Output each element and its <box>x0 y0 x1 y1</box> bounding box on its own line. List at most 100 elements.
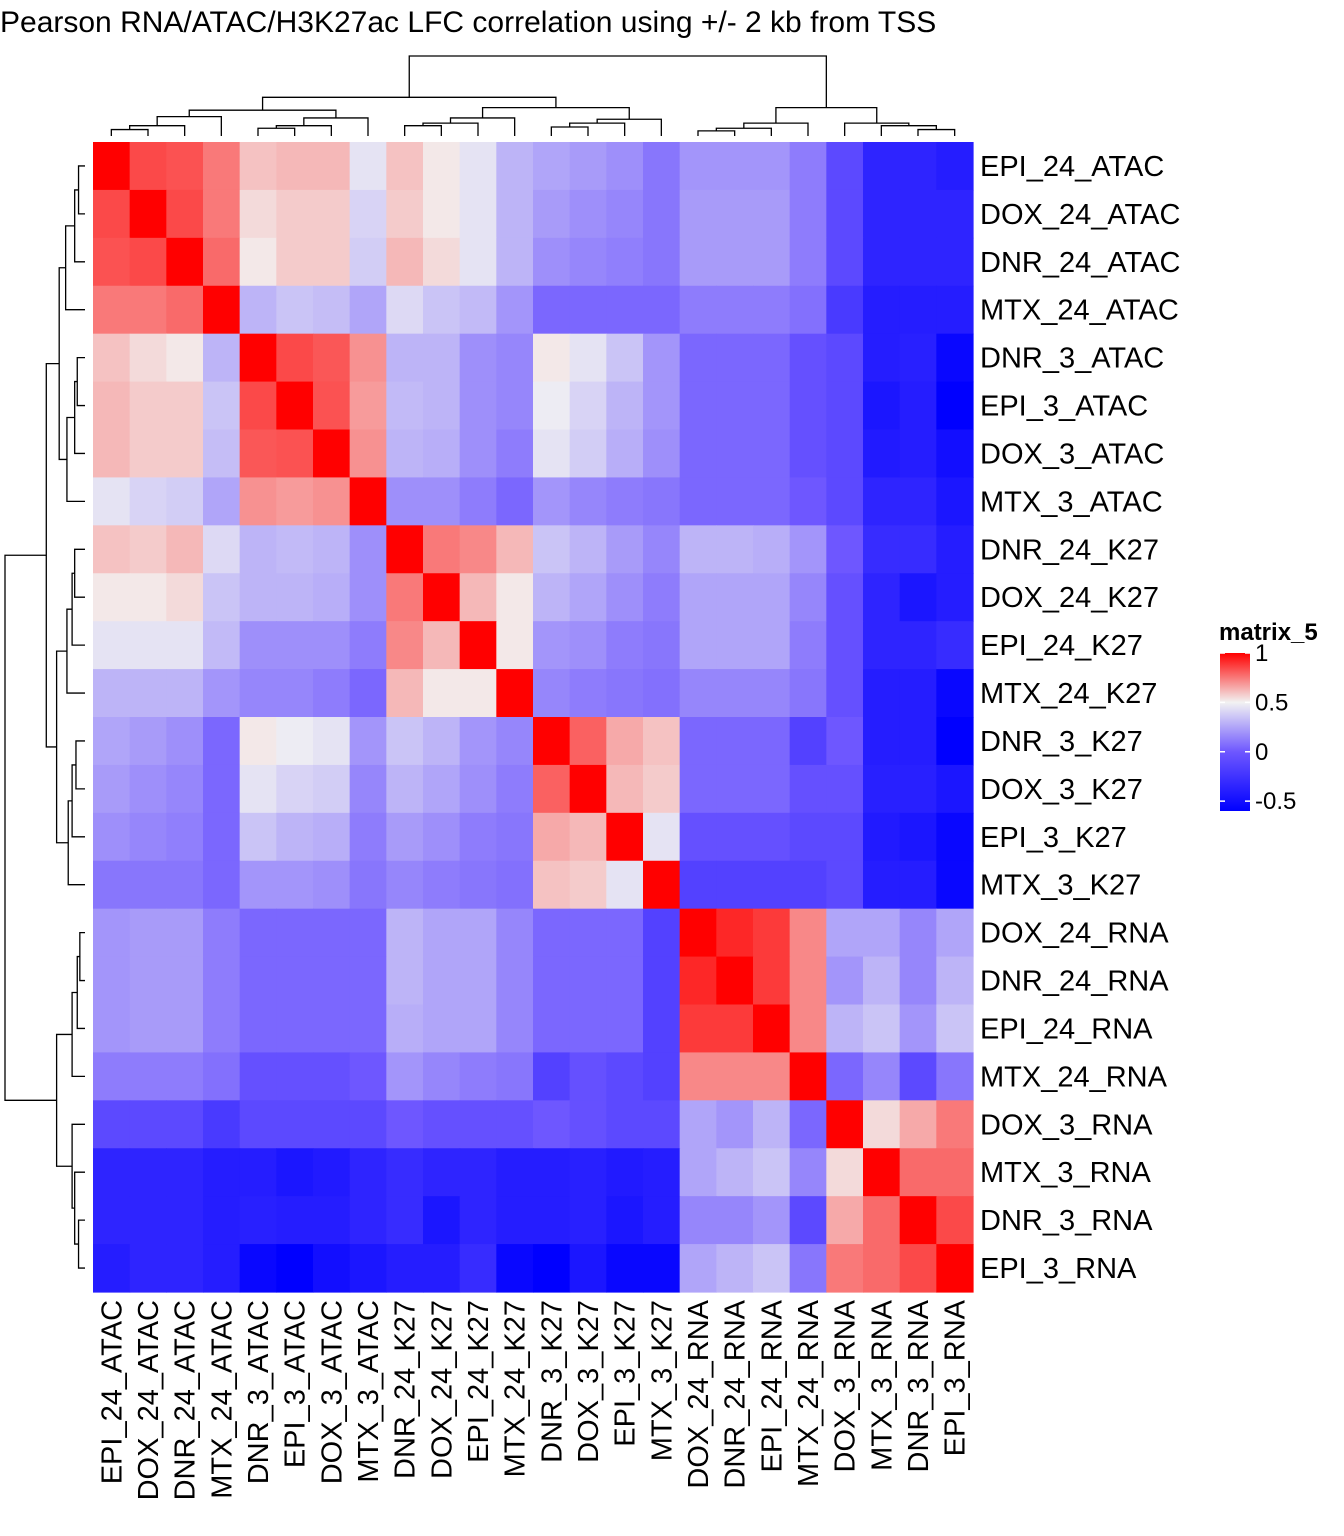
heatmap-cell-EPI_24_ATAC-EPI_3_ATAC <box>276 142 314 191</box>
heatmap-cell-EPI_3_ATAC-DNR_24_K27 <box>386 381 424 431</box>
heatmap-cell-MTX_3_ATAC-DNR_3_ATAC <box>239 477 277 526</box>
heatmap-cell-MTX_24_RNA-MTX_24_K27 <box>496 1052 534 1101</box>
heatmap-cell-EPI_3_ATAC-MTX_24_K27 <box>496 381 534 431</box>
heatmap-cell-DOX_3_RNA-EPI_24_RNA <box>753 1100 791 1149</box>
heatmap-cell-EPI_3_ATAC-EPI_24_ATAC <box>93 381 131 431</box>
dendrogram-branch <box>66 416 85 503</box>
heatmap-cell-MTX_3_RNA-DOX_3_K27 <box>569 1148 607 1197</box>
heatmap-cell-EPI_3_K27-DNR_3_K27 <box>533 812 571 862</box>
heatmap-cell-DNR_3_K27-DOX_3_ATAC <box>313 717 351 766</box>
heatmap-cell-MTX_24_RNA-DOX_3_K27 <box>569 1052 607 1101</box>
heatmap-cell-EPI_3_K27-DNR_3_RNA <box>899 812 937 862</box>
heatmap-cell-MTX_3_K27-DNR_24_RNA <box>716 860 754 910</box>
heatmap-cell-MTX_3_RNA-MTX_3_ATAC <box>349 1148 387 1197</box>
heatmap-cell-DOX_3_K27-DOX_24_K27 <box>423 764 461 814</box>
heatmap-cell-DOX_3_ATAC-EPI_3_ATAC <box>276 429 314 479</box>
heatmap-cell-EPI_24_RNA-DOX_24_RNA <box>679 1004 717 1054</box>
heatmap-cell-DOX_3_ATAC-MTX_3_RNA <box>863 429 901 479</box>
heatmap-cell-MTX_24_ATAC-EPI_3_RNA <box>936 285 974 335</box>
heatmap-cell-DNR_24_K27-DOX_3_RNA <box>826 525 864 574</box>
heatmap-cell-DOX_24_RNA-MTX_24_ATAC <box>203 908 241 958</box>
row-label: MTX_24_RNA <box>980 1061 1168 1093</box>
heatmap-cell-DOX_3_RNA-DNR_3_K27 <box>533 1100 571 1149</box>
heatmap-cell-EPI_3_RNA-DNR_3_ATAC <box>239 1244 277 1293</box>
heatmap-cell-MTX_3_K27-DOX_3_ATAC <box>313 860 351 910</box>
heatmap-cell-MTX_24_RNA-DNR_24_RNA <box>716 1052 754 1101</box>
dendrogram-branch <box>75 740 85 790</box>
heatmap-cell-DNR_3_ATAC-DOX_3_K27 <box>569 333 607 383</box>
heatmap-cell-EPI_3_ATAC-DOX_3_ATAC <box>313 381 351 431</box>
heatmap-cell-EPI_24_RNA-EPI_3_RNA <box>936 1004 974 1054</box>
heatmap-cell-DNR_24_K27-DNR_3_ATAC <box>239 525 277 574</box>
heatmap-cell-DOX_3_RNA-MTX_24_ATAC <box>203 1100 241 1149</box>
heatmap-cell-EPI_3_RNA-EPI_3_RNA <box>936 1244 974 1293</box>
heatmap-cell-EPI_3_ATAC-DNR_24_RNA <box>716 381 754 431</box>
heatmap-cell-DOX_24_K27-MTX_3_K27 <box>643 573 681 622</box>
heatmap-cell-EPI_3_K27-EPI_24_RNA <box>753 812 791 862</box>
column-label: MTX_3_RNA <box>866 1299 898 1470</box>
heatmap-cell-DNR_3_ATAC-DOX_24_K27 <box>423 333 461 383</box>
heatmap-cell-DNR_3_K27-EPI_3_RNA <box>936 717 974 766</box>
heatmap-cell-DNR_24_RNA-MTX_24_ATAC <box>203 956 241 1006</box>
heatmap-cell-DOX_3_ATAC-EPI_24_ATAC <box>93 429 131 479</box>
heatmap-cell-MTX_3_ATAC-MTX_3_ATAC <box>349 477 387 526</box>
dendrogram-branch <box>74 1171 85 1245</box>
heatmap-cell-DNR_24_K27-DNR_3_RNA <box>899 525 937 574</box>
heatmap-cell-DNR_3_RNA-MTX_24_ATAC <box>203 1196 241 1245</box>
dendrogram-branch <box>743 122 809 136</box>
heatmap-cell-MTX_24_RNA-DNR_24_ATAC <box>166 1052 204 1101</box>
heatmap-cell-EPI_24_ATAC-EPI_24_ATAC <box>93 142 131 191</box>
heatmap-cell-DOX_3_ATAC-DNR_3_RNA <box>899 429 937 479</box>
heatmap-cell-DOX_24_RNA-MTX_24_K27 <box>496 908 534 958</box>
heatmap-cell-EPI_24_K27-DNR_24_ATAC <box>166 621 204 670</box>
heatmap-cell-EPI_24_ATAC-MTX_24_RNA <box>789 142 827 191</box>
heatmap-cell-MTX_24_K27-EPI_3_ATAC <box>276 669 314 718</box>
column-label: EPI_24_RNA <box>756 1299 788 1472</box>
heatmap-cell-DOX_24_ATAC-MTX_24_RNA <box>789 189 827 239</box>
heatmap-cell-DOX_24_K27-EPI_24_K27 <box>459 573 497 622</box>
heatmap-cell-DOX_24_K27-DOX_24_RNA <box>679 573 717 622</box>
heatmap-cell-DNR_3_K27-EPI_24_RNA <box>753 717 791 766</box>
column-label: DNR_24_K27 <box>390 1300 422 1479</box>
heatmap-cell-DOX_24_RNA-DNR_24_K27 <box>386 908 424 958</box>
heatmap-cell-MTX_24_ATAC-MTX_24_RNA <box>789 285 827 335</box>
column-label: DNR_24_ATAC <box>170 1300 202 1500</box>
heatmap-cell-DOX_24_ATAC-DOX_24_RNA <box>679 189 717 239</box>
heatmap-cell-DNR_3_K27-MTX_3_K27 <box>643 717 681 766</box>
heatmap-cell-DOX_24_K27-DNR_24_ATAC <box>166 573 204 622</box>
dendrogram-branch <box>4 554 57 1101</box>
row-label: DNR_3_RNA <box>980 1205 1153 1237</box>
heatmap-cell-EPI_24_K27-MTX_3_ATAC <box>349 621 387 670</box>
heatmap-cell-DNR_24_ATAC-DOX_24_RNA <box>679 237 717 287</box>
heatmap-cell-EPI_3_ATAC-EPI_24_RNA <box>753 381 791 431</box>
column-label: DOX_24_K27 <box>426 1300 458 1479</box>
heatmap-cell-DOX_3_ATAC-DNR_24_K27 <box>386 429 424 479</box>
heatmap-cell-DOX_24_RNA-DNR_3_RNA <box>899 908 937 958</box>
heatmap-cell-EPI_3_K27-MTX_24_RNA <box>789 812 827 862</box>
heatmap-cell-DOX_3_ATAC-DOX_24_ATAC <box>129 429 167 479</box>
row-labels: EPI_24_ATAC DOX_24_ATAC DNR_24_ATAC MTX_24_… <box>980 151 1180 1285</box>
heatmap-cell-DOX_3_K27-DOX_24_RNA <box>679 764 717 814</box>
heatmap-cell-MTX_3_RNA-DNR_24_ATAC <box>166 1148 204 1197</box>
heatmap-cell-DNR_3_RNA-DNR_3_RNA <box>899 1196 937 1245</box>
heatmap-cell-DNR_24_ATAC-DOX_3_K27 <box>569 237 607 287</box>
heatmap-cell-MTX_3_ATAC-EPI_24_ATAC <box>93 477 131 526</box>
heatmap-cell-EPI_3_K27-EPI_3_K27 <box>606 812 644 862</box>
heatmap-cell-MTX_3_ATAC-DNR_3_K27 <box>533 477 571 526</box>
heatmap-cell-EPI_3_RNA-DNR_3_K27 <box>533 1244 571 1293</box>
heatmap-cell-DNR_24_RNA-DNR_3_ATAC <box>239 956 277 1006</box>
heatmap-cell-EPI_24_RNA-DNR_3_K27 <box>533 1004 571 1054</box>
heatmap-cell-DOX_3_K27-EPI_3_RNA <box>936 764 974 814</box>
heatmap-cell-MTX_3_K27-MTX_3_K27 <box>643 860 681 910</box>
heatmap-cell-EPI_3_RNA-MTX_24_K27 <box>496 1244 534 1293</box>
heatmap-cell-DNR_3_ATAC-EPI_24_ATAC <box>93 333 131 383</box>
heatmap-cell-DNR_24_K27-MTX_24_RNA <box>789 525 827 574</box>
row-label: DOX_24_ATAC <box>980 199 1180 231</box>
heatmap-cell-DNR_3_ATAC-MTX_24_K27 <box>496 333 534 383</box>
heatmap-cell-DOX_24_ATAC-MTX_24_ATAC <box>203 189 241 239</box>
row-label: DNR_24_ATAC <box>980 247 1180 279</box>
heatmap-cell-DOX_3_RNA-DNR_3_ATAC <box>239 1100 277 1149</box>
row-label: MTX_24_K27 <box>980 678 1157 710</box>
heatmap-cell-DNR_3_RNA-EPI_3_ATAC <box>276 1196 314 1245</box>
heatmap-cell-DOX_24_ATAC-DOX_3_ATAC <box>313 189 351 239</box>
